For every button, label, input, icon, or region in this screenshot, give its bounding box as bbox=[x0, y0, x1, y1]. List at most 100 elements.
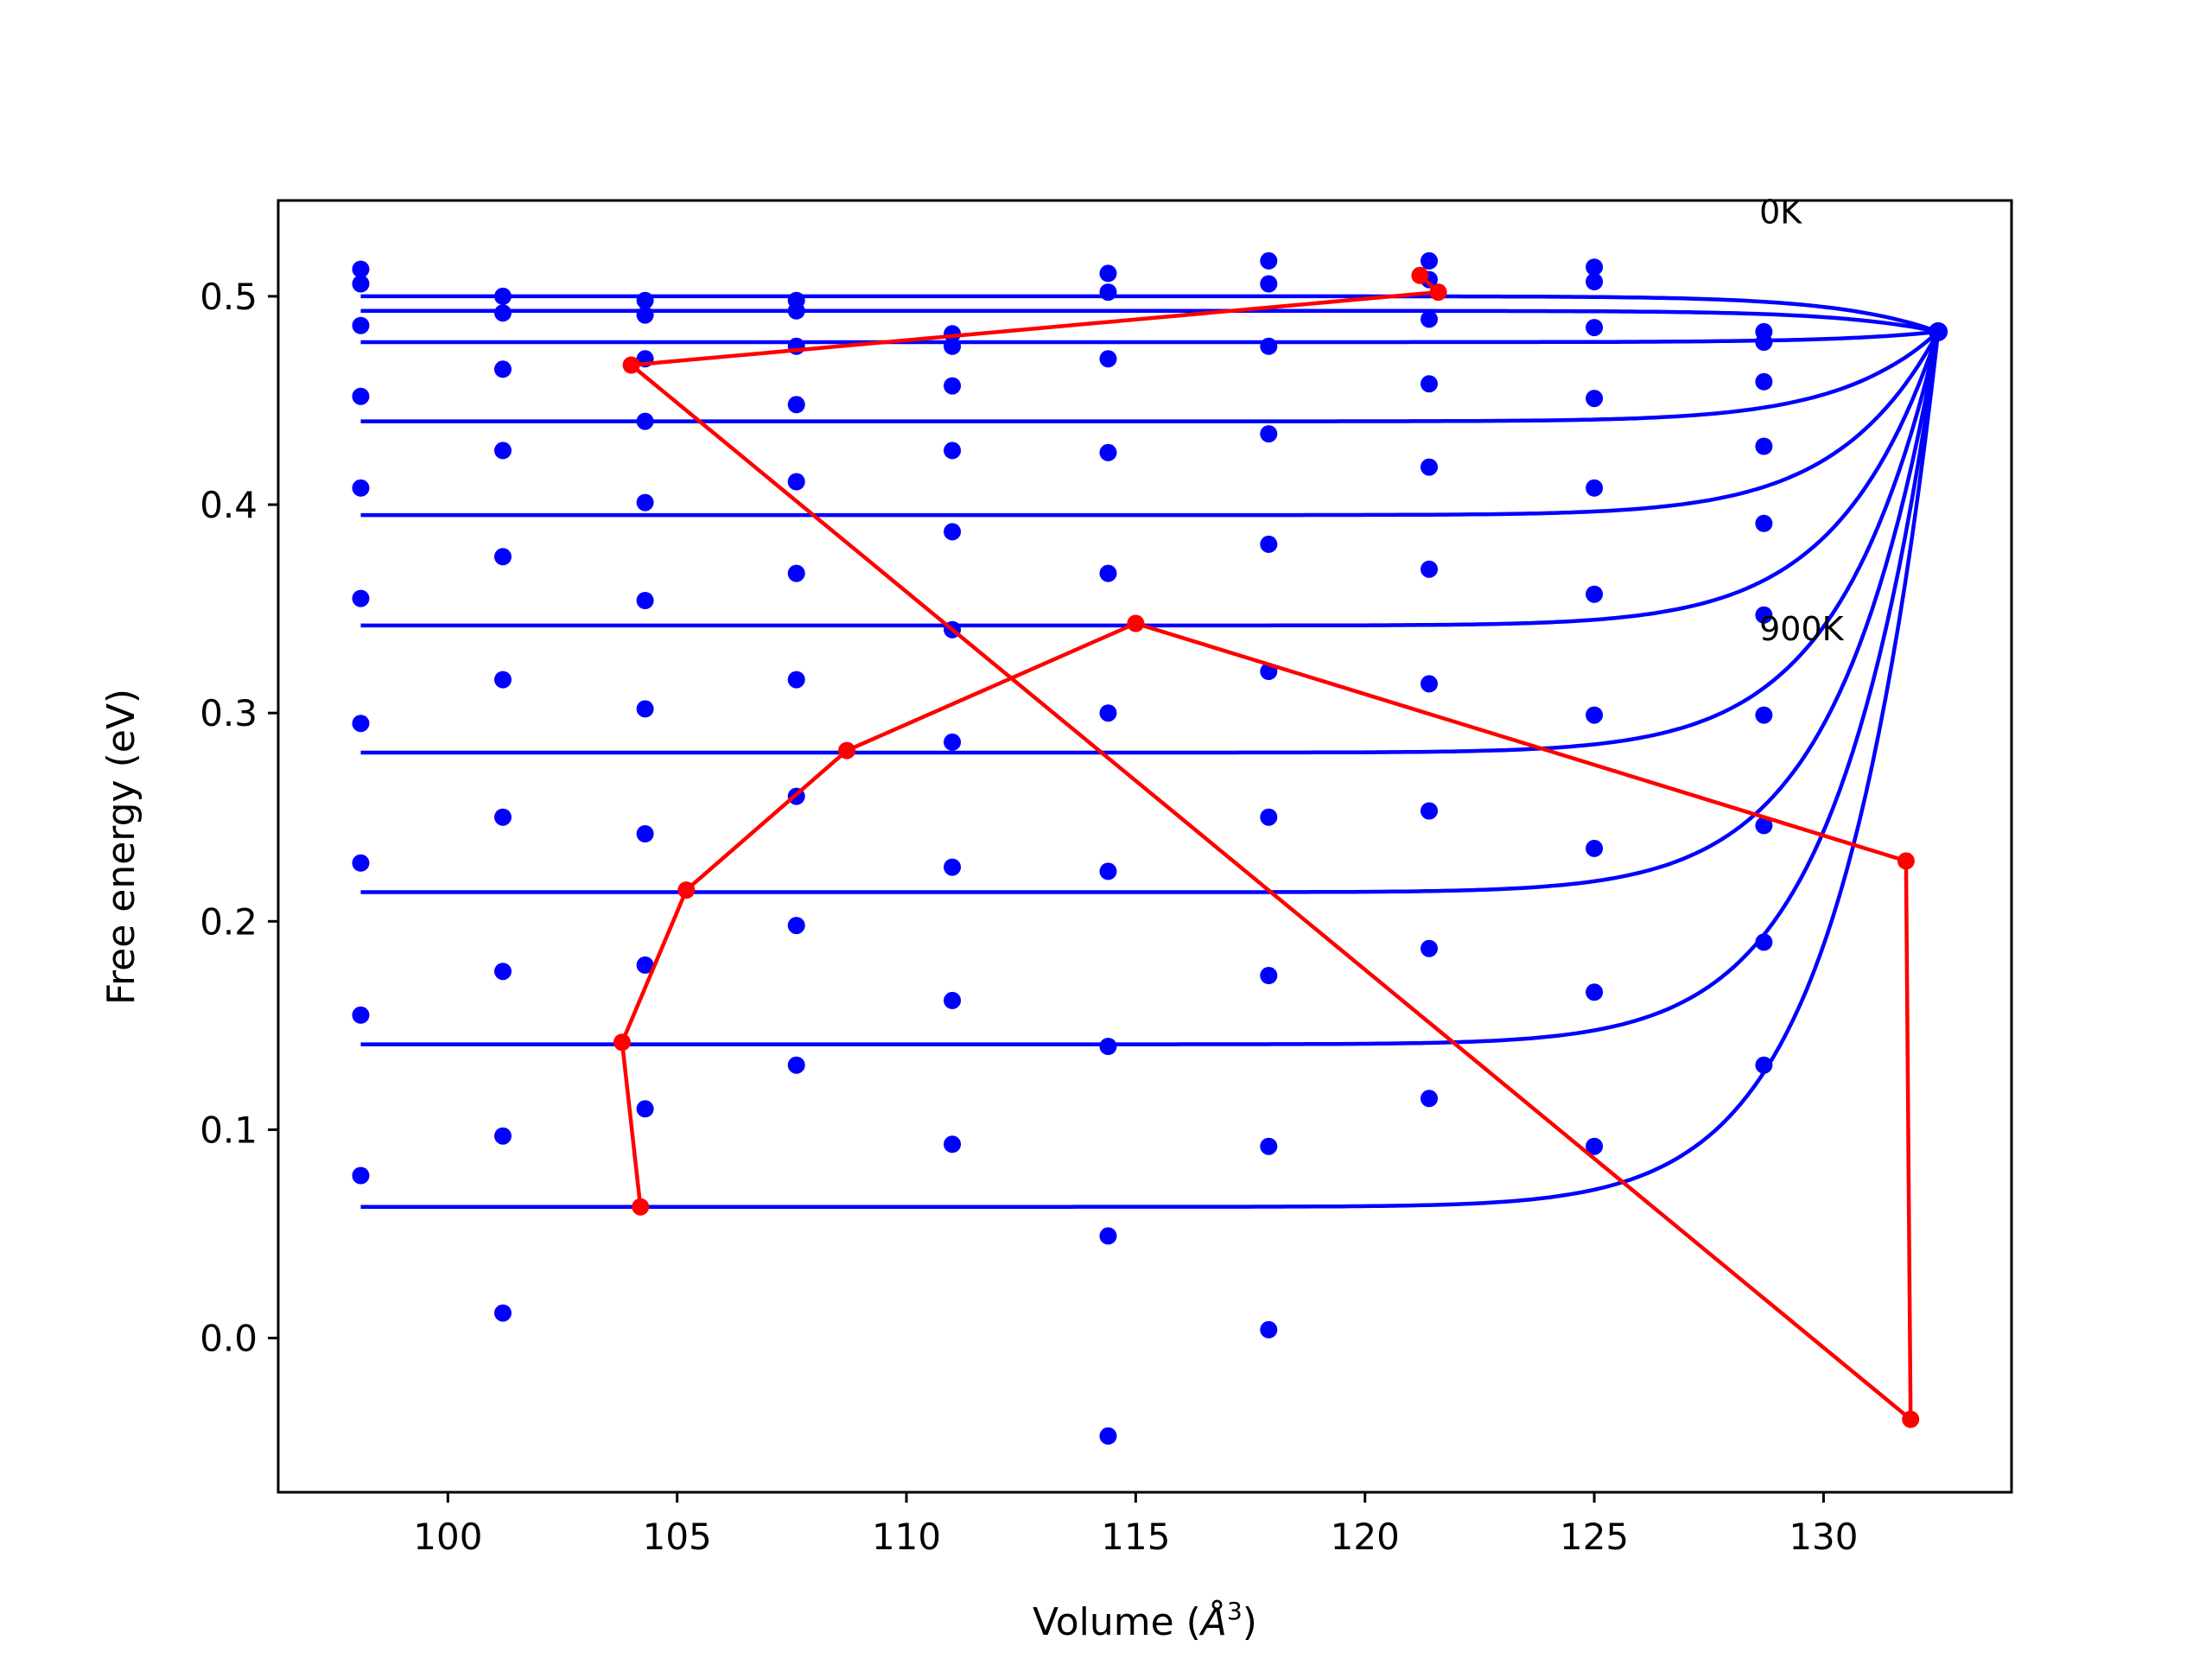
data-point bbox=[944, 733, 962, 751]
data-point bbox=[1260, 337, 1278, 355]
x-tick-label: 125 bbox=[1560, 1516, 1629, 1558]
data-point bbox=[1755, 933, 1773, 951]
data-point bbox=[352, 316, 370, 334]
data-point bbox=[1586, 319, 1604, 337]
minimum-point bbox=[677, 881, 696, 899]
data-point bbox=[1421, 458, 1438, 476]
minimum-point bbox=[613, 1033, 631, 1052]
data-point bbox=[787, 302, 805, 320]
data-point bbox=[1755, 334, 1773, 351]
data-point bbox=[1755, 817, 1773, 835]
data-point bbox=[1260, 1137, 1278, 1155]
data-point bbox=[1260, 275, 1278, 293]
data-point bbox=[944, 523, 962, 541]
data-point bbox=[1586, 1137, 1604, 1155]
data-point bbox=[1586, 273, 1604, 290]
data-point bbox=[1421, 310, 1438, 328]
data-point bbox=[1099, 443, 1117, 461]
x-axis-label: Volume (Å3) bbox=[1033, 1597, 1257, 1644]
data-point bbox=[1586, 258, 1604, 276]
fit-curve bbox=[360, 330, 1940, 423]
data-point bbox=[787, 396, 805, 414]
data-point bbox=[494, 304, 512, 322]
data-point bbox=[1260, 1320, 1278, 1338]
data-point bbox=[352, 260, 370, 278]
y-tick-label: 0.1 bbox=[200, 1109, 257, 1151]
convergence-point bbox=[1929, 321, 1948, 341]
data-point bbox=[494, 287, 512, 305]
data-point bbox=[636, 700, 654, 718]
data-point bbox=[787, 1056, 805, 1074]
data-point bbox=[787, 917, 805, 935]
x-tick-label: 120 bbox=[1331, 1516, 1400, 1558]
data-point bbox=[352, 387, 370, 405]
y-tick-label: 0.2 bbox=[200, 900, 257, 943]
data-point bbox=[1755, 372, 1773, 391]
fit-curve bbox=[360, 331, 1941, 1209]
data-point bbox=[636, 306, 654, 324]
data-point bbox=[494, 548, 512, 566]
data-point bbox=[1099, 862, 1117, 880]
data-point bbox=[636, 592, 654, 609]
annotations-group: 0K 900K bbox=[1759, 194, 1845, 648]
data-point bbox=[1586, 983, 1604, 1001]
data-point bbox=[1099, 1227, 1117, 1245]
x-tick-label: 110 bbox=[872, 1516, 941, 1558]
data-point bbox=[944, 991, 962, 1009]
data-point bbox=[636, 412, 654, 430]
y-tick-label: 0.5 bbox=[200, 276, 257, 318]
data-point bbox=[636, 493, 654, 512]
data-point bbox=[1755, 1056, 1773, 1074]
data-point bbox=[636, 1100, 654, 1118]
fit-curve bbox=[360, 294, 1939, 334]
temperature-annotation: 0K bbox=[1759, 194, 1802, 232]
minimum-point bbox=[1902, 1410, 1920, 1428]
data-point bbox=[1421, 375, 1438, 393]
data-point bbox=[1260, 535, 1278, 553]
data-point bbox=[1260, 251, 1278, 270]
data-point bbox=[352, 1006, 370, 1024]
minimum-point bbox=[838, 741, 856, 760]
data-point bbox=[1099, 704, 1117, 722]
minimum-point bbox=[632, 1198, 650, 1216]
data-point bbox=[1586, 390, 1604, 408]
data-point bbox=[787, 671, 805, 689]
data-point bbox=[944, 377, 962, 395]
fit-curve bbox=[360, 330, 1941, 518]
data-point bbox=[944, 442, 962, 460]
fit-curve bbox=[360, 308, 1939, 334]
data-point bbox=[1755, 706, 1773, 724]
data-point bbox=[494, 360, 512, 378]
data-point bbox=[1421, 560, 1438, 578]
data-point bbox=[1755, 514, 1773, 532]
data-point bbox=[1260, 967, 1278, 984]
data-point bbox=[1099, 1427, 1117, 1445]
y-axis-label: Free energy (eV) bbox=[99, 689, 143, 1005]
data-point bbox=[1099, 1038, 1117, 1055]
data-point bbox=[1586, 585, 1604, 603]
data-point bbox=[1421, 1090, 1438, 1108]
data-point bbox=[1421, 939, 1438, 957]
data-point bbox=[1260, 425, 1278, 443]
data-point bbox=[1099, 564, 1117, 582]
fit-curve bbox=[360, 329, 1939, 345]
data-point bbox=[494, 963, 512, 981]
data-point bbox=[1586, 706, 1604, 724]
data-point bbox=[1421, 675, 1438, 693]
minima-line-group bbox=[613, 266, 1920, 1428]
data-point bbox=[494, 442, 512, 460]
data-point bbox=[494, 1304, 512, 1322]
data-point bbox=[1099, 283, 1117, 302]
minimum-point bbox=[1897, 852, 1915, 870]
x-tick-label: 105 bbox=[643, 1516, 712, 1558]
data-point bbox=[352, 589, 370, 607]
data-point bbox=[352, 479, 370, 497]
data-point bbox=[1586, 479, 1604, 497]
data-point bbox=[1421, 251, 1438, 270]
fit-curve bbox=[360, 331, 1941, 894]
data-point bbox=[787, 564, 805, 582]
minimum-point bbox=[1127, 614, 1145, 632]
x-tick-label: 130 bbox=[1789, 1516, 1858, 1558]
